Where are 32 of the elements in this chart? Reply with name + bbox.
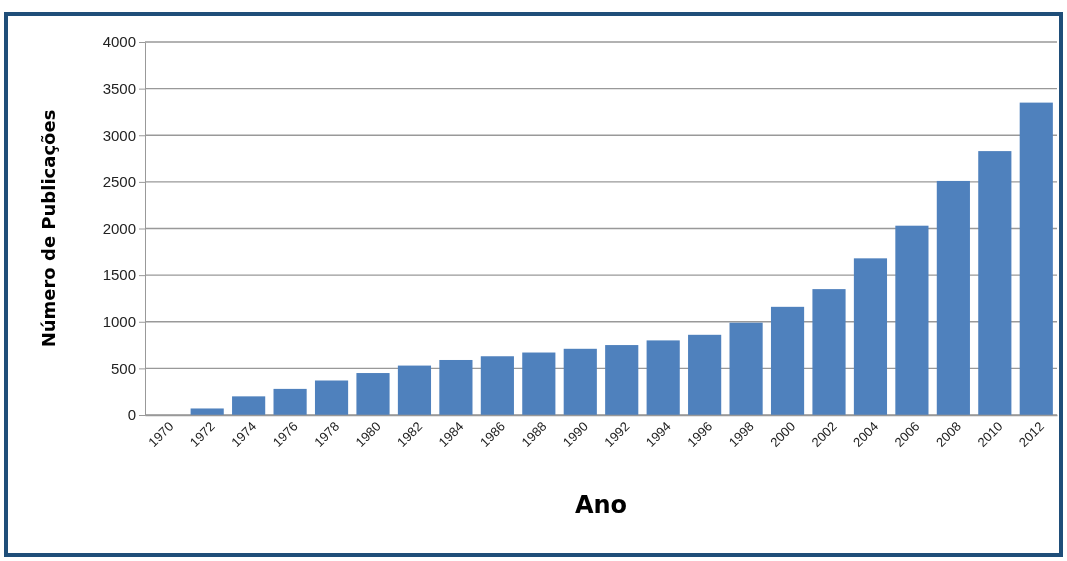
bar xyxy=(853,258,888,415)
bar xyxy=(978,151,1012,415)
bar xyxy=(770,306,805,415)
y-tick-label: 2500 xyxy=(102,173,136,191)
y-tick-label: 3500 xyxy=(102,79,136,97)
y-tick-label: 0 xyxy=(127,406,136,424)
y-tick-label: 4000 xyxy=(102,33,136,51)
bar xyxy=(646,340,680,415)
y-tick-label: 500 xyxy=(110,359,136,377)
bar xyxy=(1019,102,1053,415)
bar xyxy=(439,359,473,415)
y-tick-label: 3000 xyxy=(102,126,136,144)
x-axis-title: Ano xyxy=(574,491,628,519)
bar xyxy=(605,345,639,415)
y-tick-label: 1000 xyxy=(102,313,136,331)
y-tick-label: 2000 xyxy=(102,219,136,237)
bar xyxy=(895,225,929,415)
bar xyxy=(480,356,514,415)
bar xyxy=(232,396,266,415)
bar xyxy=(273,388,307,415)
y-axis-title: Número de Publicações xyxy=(38,109,59,348)
bar xyxy=(356,373,390,415)
bar xyxy=(563,348,597,415)
bar xyxy=(812,289,846,415)
bar xyxy=(314,380,349,415)
bar xyxy=(729,322,763,415)
y-tick-label: 1500 xyxy=(102,266,136,284)
bar xyxy=(688,334,722,415)
bar xyxy=(936,180,970,415)
bar xyxy=(397,365,432,415)
bar xyxy=(522,352,556,415)
bar xyxy=(190,408,224,415)
